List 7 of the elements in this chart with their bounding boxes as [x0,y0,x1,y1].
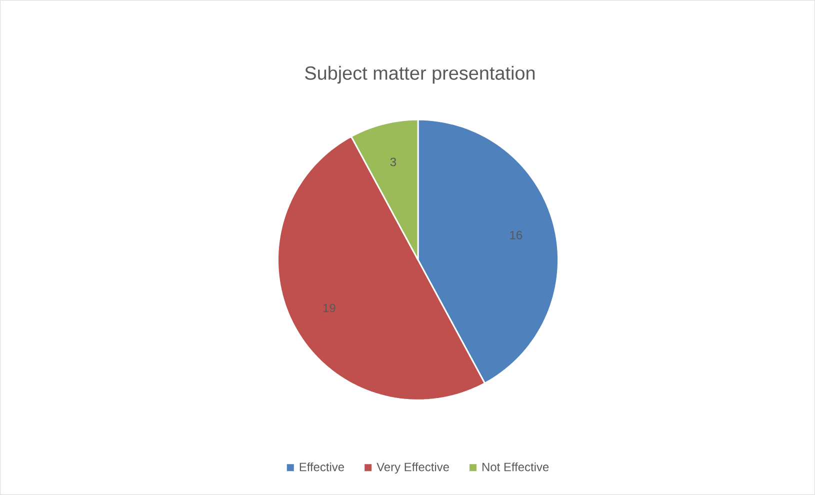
data-label: 16 [510,230,522,240]
legend-label: Very Effective [376,462,449,474]
legend-label: Not Effective [482,462,549,472]
legend-label: Effective [300,462,344,472]
chart-title: Subject matter presentation [305,66,535,84]
data-label: 19 [323,304,336,312]
data-label: 3 [390,158,396,166]
